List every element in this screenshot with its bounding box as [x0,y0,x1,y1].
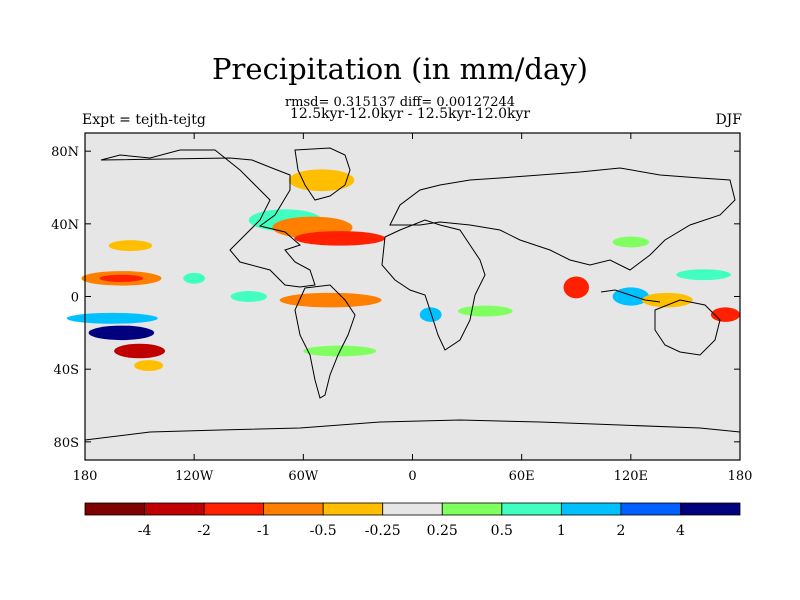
colorbar-label: -4 [138,523,152,539]
colorbar-label: 0.5 [491,523,513,539]
lat-tick-label: 80S [54,436,79,451]
precip-anomaly-patch [230,291,267,302]
map-title: Precipitation (in mm/day) [212,52,588,86]
precip-anomaly-patch [183,272,206,284]
colorbar-swatch [620,502,681,516]
colorbar-label: 4 [676,523,685,539]
precip-anomaly-patch [419,307,442,322]
colorbar-swatch [382,502,443,516]
precip-anomaly-patch [612,287,650,306]
precip-anomaly-patch [99,274,144,282]
colorbar-swatch [84,502,145,516]
lon-tick-label: 60W [288,469,319,484]
colorbar-swatch [441,502,503,516]
colorbar-label: -2 [197,523,211,539]
lon-tick-label: 180 [728,469,753,484]
precip-anomaly-patch [641,292,693,308]
antarctica-coast [84,419,741,441]
experiment-label: Expt = tejth-tejtg [82,112,206,128]
lon-tick-label: 120E [614,469,648,484]
north-america-coast [100,149,316,288]
lon-tick-label: 60E [509,469,535,484]
precip-anomaly-patch [288,169,355,192]
lon-tick-label: 0 [408,469,416,484]
lat-tick-label: 80N [51,145,79,160]
colorbar-label: 0.25 [427,523,458,539]
colorbar-label: 1 [557,523,566,539]
lat-tick-label: 0 [71,291,79,306]
precip-anomaly-patch [134,360,164,371]
precip-anomaly-patch [279,292,382,308]
precip-anomaly-patch [563,276,589,299]
colorbar-swatch [263,502,324,516]
greenland-coast [294,147,351,201]
precip-anomaly-patch [457,305,513,317]
precip-anomaly-patch [66,312,158,324]
indonesia-coast [600,289,661,303]
colorbar-swatch [560,502,622,516]
lat-tick-label: 40S [54,363,79,378]
precip-anomaly-patch [108,240,153,252]
colorbar-swatch [203,502,265,516]
africa-coast [381,219,486,351]
colorbar-label: -0.25 [365,523,401,539]
season-label: DJF [715,112,742,128]
lon-tick-label: 180 [73,469,98,484]
colorbar-swatch [322,502,384,516]
australia-coast [654,299,721,356]
precip-anomaly-patch [676,269,731,281]
colorbar-label: -1 [257,523,271,539]
eurasia-coast [389,167,736,271]
precip-anomaly-patch [88,325,155,341]
lat-tick-label: 40N [51,218,79,233]
coastlines [84,147,741,441]
lon-tick-label: 120W [175,469,214,484]
stats-line: rmsd= 0.315137 diff= 0.00127244 [284,95,516,110]
colorbar-swatch [144,502,205,516]
colorbar-swatch [680,502,741,516]
colorbar-swatch [501,502,562,516]
period-line: 12.5kyr-12.0kyr - 12.5kyr-12.0kyr [289,106,531,122]
colorbar-label: -0.5 [310,523,337,539]
precip-anomaly-patch [294,231,386,246]
south-america-coast [294,284,356,399]
colorbar-label: 2 [616,523,625,539]
precip-anomaly-patch [612,236,650,248]
precip-anomaly-patch [114,343,166,359]
